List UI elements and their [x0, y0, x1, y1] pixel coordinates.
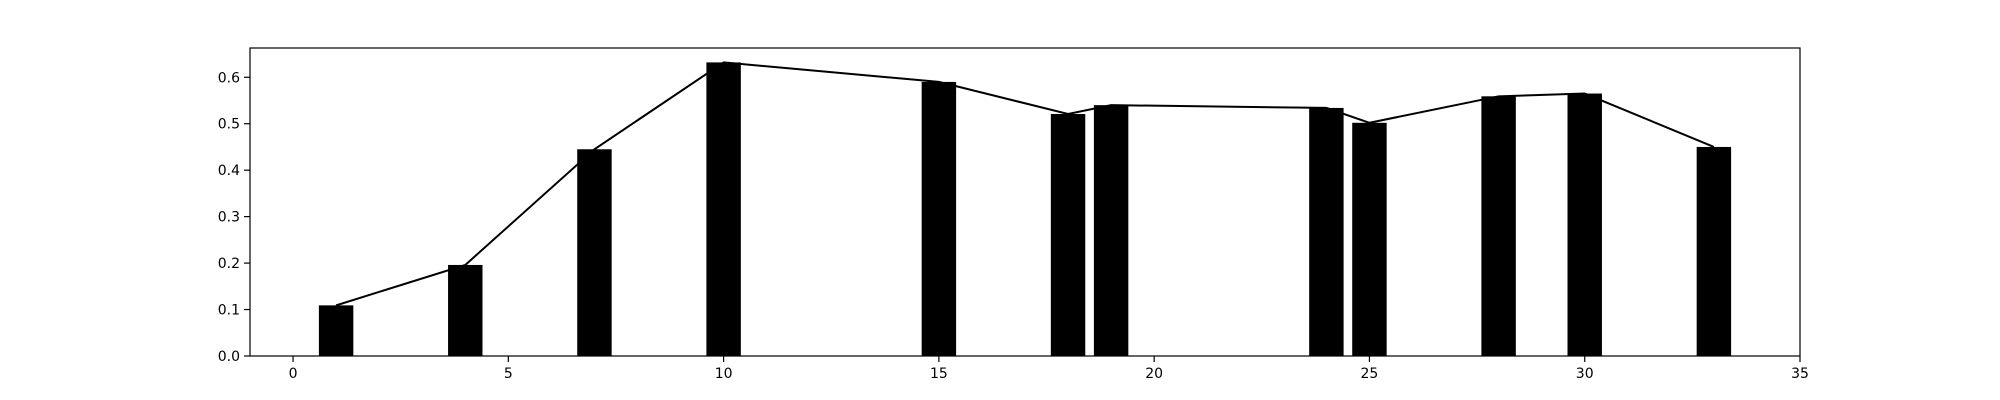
- x-tick-label-4: 20: [1145, 366, 1163, 382]
- bar-3: [706, 62, 741, 357]
- bar-5: [1050, 113, 1086, 356]
- y-tick-label-4: 0.4: [218, 163, 240, 179]
- x-tick-label-0: 0: [289, 366, 298, 382]
- x-tick-label-7: 35: [1791, 366, 1809, 382]
- y-tick-label-0: 0.0: [218, 349, 240, 365]
- bar-2: [577, 149, 612, 356]
- bar-10: [1567, 93, 1602, 356]
- bar-11: [1696, 146, 1732, 356]
- bar-1: [448, 264, 483, 356]
- bar-8: [1352, 122, 1387, 356]
- plot-frame: [249, 47, 1801, 357]
- x-tick-label-3: 15: [930, 366, 948, 382]
- bar-6: [1093, 105, 1129, 356]
- y-tick-label-6: 0.6: [218, 70, 240, 86]
- y-tick-label-3: 0.3: [218, 210, 240, 226]
- y-tick-label-1: 0.1: [218, 303, 240, 319]
- y-axis: 0.0 0.1 0.2 0.3 0.4 0.5 0.6: [218, 70, 250, 365]
- y-tick-label-5: 0.5: [218, 117, 240, 133]
- x-tick-label-5: 25: [1361, 366, 1379, 382]
- bar-4: [921, 81, 957, 356]
- x-tick-label-6: 30: [1576, 366, 1594, 382]
- series-line: [335, 61, 1715, 307]
- x-axis: 0 5 10 15 20 25 30 35: [289, 356, 1809, 382]
- x-tick-label-2: 10: [715, 366, 733, 382]
- bar-9: [1481, 96, 1516, 356]
- y-tick-label-2: 0.2: [218, 256, 240, 272]
- bar-0: [318, 305, 354, 356]
- x-tick-label-1: 5: [504, 366, 513, 382]
- bar-7: [1309, 107, 1344, 357]
- line-layer: [335, 61, 1715, 307]
- bars-layer: [318, 62, 1732, 357]
